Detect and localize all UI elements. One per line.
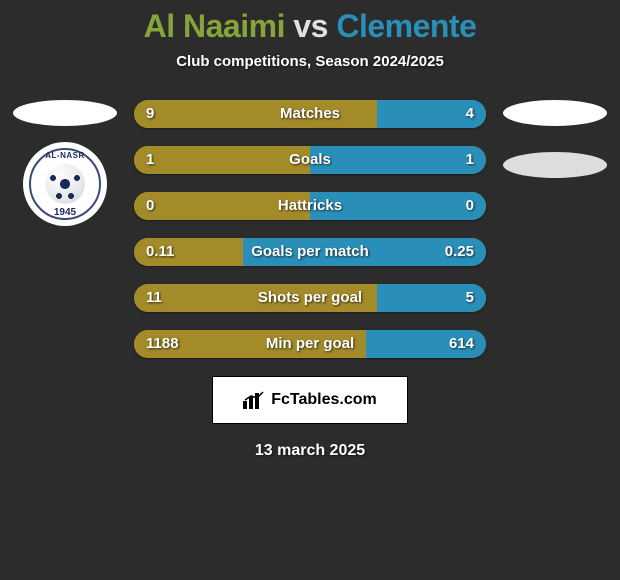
stat-bar-right: [377, 284, 486, 312]
branding-text: FcTables.com: [271, 391, 377, 409]
stat-row: 00Hattricks: [134, 192, 486, 220]
title-player2: Clemente: [336, 8, 476, 44]
title-player1: Al Naaimi: [144, 8, 285, 44]
title-vs: vs: [293, 8, 328, 44]
stat-row: 94Matches: [134, 100, 486, 128]
stat-bar-right: [377, 100, 486, 128]
comparison-area: AL-NASR 1945 94Matches 11Goals 00Hattricks…: [0, 100, 620, 358]
stat-bar-left: [134, 284, 377, 312]
stat-bar-left: [134, 146, 310, 174]
stat-row: 1188614Min per goal: [134, 330, 486, 358]
player2-club-placeholder: [503, 152, 607, 178]
stat-bar-left: [134, 192, 310, 220]
stat-row: 115Shots per goal: [134, 284, 486, 312]
stat-bar-left: [134, 330, 366, 358]
stat-bar-right: [310, 192, 486, 220]
player1-avatar-placeholder: [13, 100, 117, 126]
stat-bar-left: [134, 100, 377, 128]
page-title: Al Naaimi vs Clemente: [0, 0, 620, 45]
stat-bar-right: [366, 330, 486, 358]
stat-bar-right: [310, 146, 486, 174]
stat-bar-right: [243, 238, 486, 266]
club-year: 1945: [54, 207, 76, 218]
club-name: AL-NASR: [45, 151, 85, 160]
player2-column: [498, 100, 612, 178]
stat-row: 0.110.25Goals per match: [134, 238, 486, 266]
soccer-ball-icon: [45, 164, 85, 204]
player1-club-badge: AL-NASR 1945: [23, 142, 107, 226]
stat-row: 11Goals: [134, 146, 486, 174]
subtitle: Club competitions, Season 2024/2025: [0, 53, 620, 70]
stat-bars: 94Matches 11Goals 00Hattricks 0.110.25Goals…: [134, 100, 486, 358]
player2-avatar-placeholder: [503, 100, 607, 126]
branding-box[interactable]: FcTables.com: [212, 376, 408, 424]
stat-bar-left: [134, 238, 243, 266]
chart-icon: [243, 391, 265, 409]
player1-column: AL-NASR 1945: [8, 100, 122, 226]
date: 13 march 2025: [0, 442, 620, 460]
